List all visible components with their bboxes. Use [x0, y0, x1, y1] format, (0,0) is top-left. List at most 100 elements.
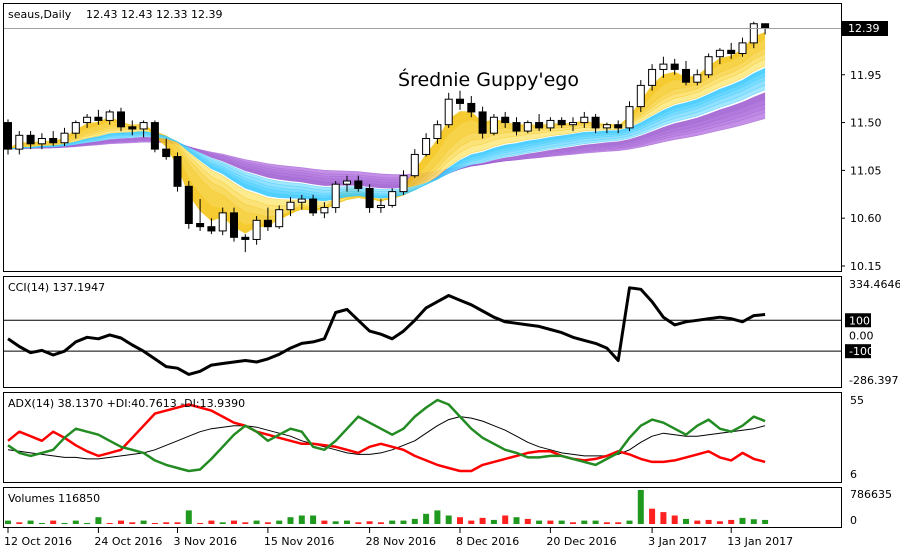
candle-body — [557, 119, 566, 126]
volume-bar — [118, 520, 124, 524]
candle-body — [602, 124, 611, 129]
volume-bar — [502, 515, 509, 524]
candle-body — [648, 68, 657, 86]
volume-bar — [298, 515, 305, 524]
candle-body — [715, 49, 724, 58]
volume-bar — [479, 517, 486, 524]
adx-series-line — [7, 416, 766, 460]
candle-body — [501, 116, 510, 124]
candle-body — [410, 153, 419, 177]
volume-bar — [739, 517, 746, 524]
volume-bar — [626, 520, 633, 524]
guppy-moving-averages — [7, 32, 766, 234]
panel-frames — [3, 3, 842, 528]
candle-body — [184, 185, 193, 224]
cci-axis: 334.4646 100 0.00 -100 -286.397 — [845, 278, 900, 387]
volume-bar — [671, 515, 678, 524]
candle-body — [15, 134, 24, 150]
volume-bar — [332, 521, 339, 524]
time-tick-label: 8 Dec 2016 — [456, 535, 519, 548]
cci-level-badge — [845, 344, 871, 359]
candle-body — [659, 63, 668, 70]
volume-bar — [411, 518, 418, 524]
volume-bar — [637, 490, 644, 524]
volume-bar — [276, 520, 283, 524]
candle-body — [94, 116, 103, 121]
adx-panel: ADX(14) 38.1370 +DI:40.7613 -DI:13.9390 … — [7, 394, 864, 481]
candle-body — [523, 122, 532, 132]
volume-bar — [716, 521, 723, 524]
candle-body — [26, 134, 35, 145]
candle-body — [263, 219, 272, 228]
volume-bar — [197, 522, 204, 524]
volume-bar — [694, 520, 701, 524]
candle-body — [71, 122, 80, 134]
guppy-ema-line — [7, 108, 766, 181]
volume-bar — [310, 515, 317, 524]
candle-body — [749, 23, 758, 44]
candle-body — [478, 111, 487, 134]
time-tick-label: 20 Dec 2016 — [546, 535, 616, 548]
cci-axis-label: -286.397 — [849, 374, 898, 387]
adx-axis: 55 6 — [850, 394, 864, 481]
time-tick-label: 13 Jan 2017 — [727, 535, 793, 548]
volume-bar — [366, 521, 373, 524]
volume-bar — [95, 517, 102, 524]
candle-body — [241, 236, 250, 240]
guppy-ema-line — [7, 79, 766, 195]
cci-axis-label: 100 — [849, 314, 870, 327]
candlesticks — [4, 21, 770, 253]
candle-body — [376, 204, 385, 209]
candle-body — [388, 191, 397, 206]
volume-bar — [683, 518, 689, 524]
time-tick-label: 3 Nov 2016 — [174, 535, 237, 548]
guppy-ema-line — [7, 67, 766, 202]
candle-body — [37, 138, 46, 145]
adx-label: ADX(14) 38.1370 +DI:40.7613 -DI:13.9390 — [8, 397, 245, 410]
volume-bar — [400, 520, 407, 524]
volume-label: Volumes 116850 — [8, 492, 100, 505]
guppy-ema-line — [7, 84, 766, 192]
guppy-ema-line — [7, 72, 766, 199]
cci-axis-label: -100 — [849, 345, 874, 358]
volume-bar — [728, 519, 735, 524]
guppy-ema-line — [7, 103, 766, 183]
candle-body — [354, 180, 363, 189]
candle-body — [399, 175, 408, 193]
volume-bar — [72, 520, 79, 524]
volume-bar — [524, 518, 531, 524]
volume-bar — [27, 520, 34, 524]
volume-bar — [445, 515, 452, 524]
candle-body — [444, 98, 453, 126]
guppy-ema-line — [7, 112, 766, 179]
volume-bar — [581, 520, 588, 524]
volume-bar — [649, 508, 656, 524]
volume-bar — [174, 522, 181, 524]
volume-bar — [208, 520, 215, 524]
guppy-ema-line — [7, 58, 766, 207]
volume-bar — [106, 522, 113, 524]
last-price-badge — [842, 21, 888, 36]
volume-bar — [140, 520, 147, 524]
time-tick-label: 3 Jan 2017 — [648, 535, 707, 548]
volume-bar — [5, 520, 11, 524]
time-tick-label: 24 Oct 2016 — [94, 535, 162, 548]
time-tick-label: 15 Nov 2016 — [264, 535, 334, 548]
volume-bar — [615, 522, 622, 524]
candle-body — [422, 138, 431, 155]
volume-bar — [264, 522, 271, 524]
volume-axis: 786635 0 — [850, 488, 892, 527]
candle-body — [275, 209, 284, 228]
volume-bar — [50, 520, 57, 524]
candle-body — [693, 74, 702, 83]
cci-label: CCI(14) 137.1947 — [8, 281, 105, 294]
volume-bar — [16, 522, 23, 524]
candle-body — [105, 111, 114, 121]
price-tick-label: 10.60 — [850, 212, 882, 225]
adx-lines — [7, 398, 766, 473]
cci-panel: CCI(14) 137.1947 334.4646 100 0.00 -100 -286… — [4, 278, 900, 387]
guppy-ema-line — [7, 65, 766, 203]
guppy-annotation: Średnie Guppy'ego — [398, 67, 579, 91]
volume-bar — [377, 522, 384, 524]
volume-bar — [321, 520, 328, 524]
